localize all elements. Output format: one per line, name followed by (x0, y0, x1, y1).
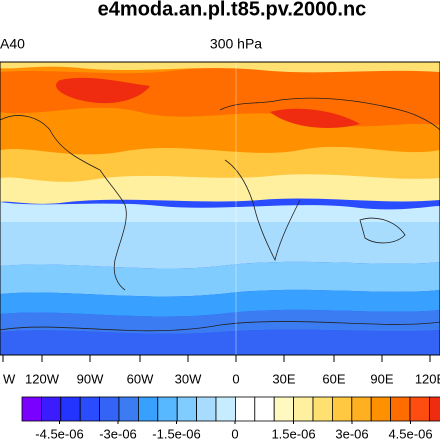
colorbar-label: -4.5e-06 (35, 426, 83, 440)
map-field (0, 61, 440, 356)
lon-label: 90W (77, 371, 104, 386)
coastlines (0, 97, 440, 332)
colorbar-box (390, 396, 411, 422)
colorbar-label: 1.5e-06 (271, 426, 315, 440)
center-label: 300 hPa (210, 36, 262, 52)
field-band (0, 222, 440, 269)
colorbar-box (254, 396, 275, 422)
colorbar-box (137, 396, 159, 422)
field-band (0, 329, 440, 355)
field-band (0, 309, 440, 334)
colorbar-box (312, 396, 333, 422)
lon-label: 0 (232, 371, 239, 386)
field-band (0, 62, 440, 73)
colorbar-box (273, 396, 295, 422)
colorbar-box (331, 396, 353, 422)
colorbar-box (99, 396, 120, 422)
colorbar-box (409, 396, 430, 422)
field-band (56, 77, 360, 128)
colorbar-label: -3e-06 (99, 426, 137, 440)
lon-label: 120E (415, 371, 440, 386)
colorbar-box (428, 396, 440, 422)
colorbar-box (196, 396, 217, 422)
colorbar-box (234, 396, 256, 422)
colorbar-box (21, 396, 42, 422)
lon-label: 30W (175, 371, 202, 386)
colorbar-label: -1.5e-06 (152, 426, 200, 440)
colorbar-box (215, 396, 236, 422)
lon-label: 120W (25, 371, 60, 386)
lon-label: 90E (370, 371, 393, 386)
colorbar-label: 4.5e-06 (388, 426, 432, 440)
colorbar-box (176, 396, 197, 422)
lon-label: 30E (272, 371, 295, 386)
title: e4moda.an.pl.t85.pv.2000.nc (98, 0, 367, 20)
colorbar: -4.5e-06 -3e-06 -1.5e-06 0 1.5e-06 3e-06 4.5e-… (21, 396, 440, 440)
lon-label: 60E (322, 371, 345, 386)
colorbar-label: 3e-06 (335, 426, 368, 440)
colorbar-box (41, 396, 62, 422)
lon-label: W (3, 371, 16, 386)
colorbar-box (370, 396, 392, 422)
field-band (0, 261, 440, 297)
colorbar-label: 0 (231, 426, 238, 440)
lon-label: 60W (127, 371, 154, 386)
left-label: A40 (0, 36, 25, 52)
field-band (0, 289, 440, 317)
field-band (0, 202, 440, 222)
longitude-axis: W 120W 90W 60W 30W 0 30E 60E 90E 120E (2, 355, 440, 386)
map-frame (0, 61, 440, 356)
colorbar-box (293, 396, 314, 422)
colorbar-box (118, 396, 139, 422)
colorbar-box (60, 396, 81, 422)
colorbar-box (79, 396, 100, 422)
colorbar-box (157, 396, 178, 422)
colorbar-box (351, 396, 372, 422)
